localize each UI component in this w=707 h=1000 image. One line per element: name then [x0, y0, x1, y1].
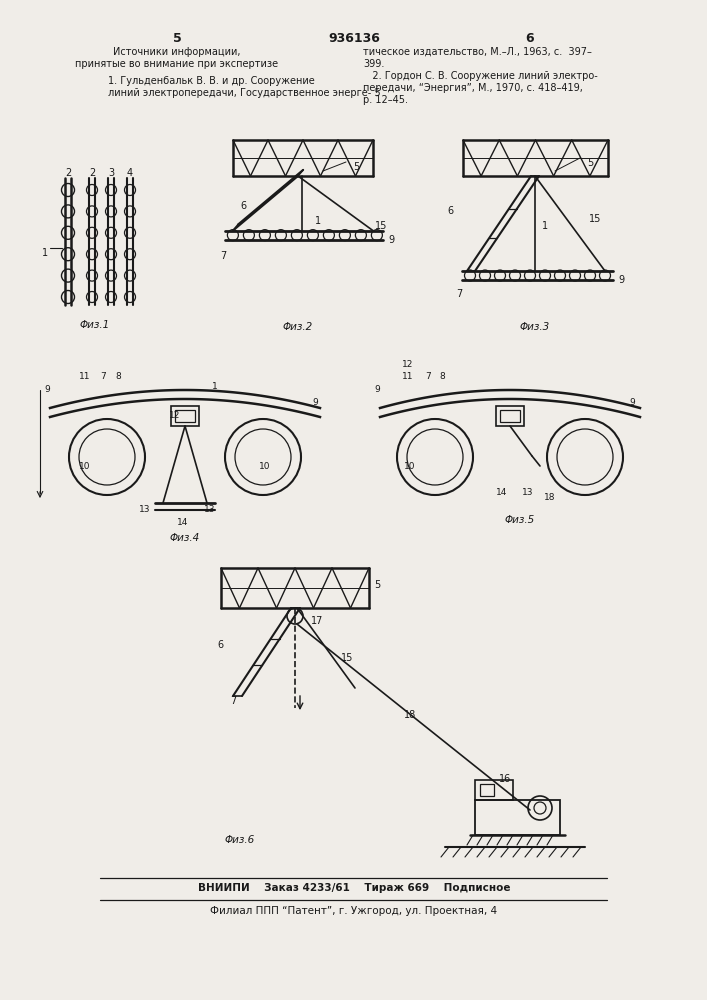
- Text: 15: 15: [375, 221, 387, 231]
- Bar: [496, 406, 524, 426]
- Text: 7: 7: [230, 696, 236, 706]
- Text: 16: 16: [499, 774, 511, 784]
- Text: 13: 13: [139, 505, 151, 514]
- Text: 11: 11: [79, 372, 90, 381]
- Bar: [175, 410, 195, 422]
- Text: Φиз.2: Φиз.2: [283, 322, 313, 332]
- Bar: [475, 800, 560, 835]
- Text: 12: 12: [169, 411, 181, 420]
- Text: 14: 14: [496, 488, 508, 497]
- Text: передачи, “Энергия”, М., 1970, с. 418–419,: передачи, “Энергия”, М., 1970, с. 418–41…: [363, 83, 583, 93]
- Text: 1: 1: [212, 382, 218, 391]
- Text: 3: 3: [108, 168, 114, 178]
- Bar: [171, 406, 199, 426]
- Bar: [500, 410, 520, 422]
- Text: 4: 4: [127, 168, 133, 178]
- Text: 10: 10: [79, 462, 90, 471]
- Text: 399.: 399.: [363, 59, 385, 69]
- Text: тическое издательство, М.–Л., 1963, с.  397–: тическое издательство, М.–Л., 1963, с. 3…: [363, 47, 592, 57]
- Text: 10: 10: [404, 462, 416, 471]
- Text: принятые во внимание при экспертизе: принятые во внимание при экспертизе: [76, 59, 279, 69]
- Text: 9: 9: [388, 235, 394, 245]
- Text: Φиз.5: Φиз.5: [505, 515, 535, 525]
- Text: 13: 13: [204, 505, 216, 514]
- Text: 12: 12: [402, 360, 414, 369]
- Text: 2. Гордон С. В. Сооружение линий электро-: 2. Гордон С. В. Сооружение линий электро…: [363, 71, 597, 81]
- Text: 7: 7: [220, 251, 226, 261]
- Text: 17: 17: [311, 616, 323, 626]
- Text: 9: 9: [312, 398, 318, 407]
- Text: Φиз.1: Φиз.1: [80, 320, 110, 330]
- Text: Источники информации,: Источники информации,: [113, 47, 241, 57]
- Text: 15: 15: [589, 214, 601, 224]
- Text: 18: 18: [544, 493, 556, 502]
- Text: 936136: 936136: [328, 32, 380, 45]
- Text: 2: 2: [65, 168, 71, 178]
- Text: 1. Гульденбальк В. В. и др. Сооружение: 1. Гульденбальк В. В. и др. Сооружение: [108, 76, 315, 86]
- Text: 9: 9: [618, 275, 624, 285]
- Text: 7: 7: [456, 289, 462, 299]
- Text: 7: 7: [100, 372, 106, 381]
- Text: 1: 1: [315, 216, 321, 226]
- Text: р. 12–45.: р. 12–45.: [363, 95, 408, 105]
- Text: 14: 14: [177, 518, 189, 527]
- Bar: [480, 784, 494, 796]
- Text: 10: 10: [259, 462, 271, 471]
- Text: 9: 9: [629, 398, 635, 407]
- Text: 1: 1: [42, 248, 48, 258]
- Text: 9: 9: [44, 385, 50, 394]
- Text: 2: 2: [89, 168, 95, 178]
- Text: 5: 5: [173, 32, 182, 45]
- Text: Филиал ППП “Патент”, г. Ужгород, ул. Проектная, 4: Филиал ППП “Патент”, г. Ужгород, ул. Про…: [211, 906, 498, 916]
- Text: 7: 7: [425, 372, 431, 381]
- Text: 6: 6: [217, 640, 223, 650]
- Text: 1: 1: [542, 221, 548, 231]
- Text: 9: 9: [374, 385, 380, 394]
- Text: 8: 8: [439, 372, 445, 381]
- Text: ВНИИПИ    Заказ 4233/61    Тираж 669    Подписное: ВНИИПИ Заказ 4233/61 Тираж 669 Подписное: [198, 883, 510, 893]
- Text: 5: 5: [587, 158, 593, 168]
- Text: линий электропередачи, Государственное энерге- 5: линий электропередачи, Государственное э…: [108, 88, 380, 98]
- Bar: [475, 780, 513, 800]
- Text: 6: 6: [447, 206, 453, 216]
- Text: Φиз.6: Φиз.6: [225, 835, 255, 845]
- Text: 18: 18: [404, 710, 416, 720]
- Text: 8: 8: [115, 372, 121, 381]
- Text: 11: 11: [402, 372, 414, 381]
- Text: Φиз.3: Φиз.3: [520, 322, 550, 332]
- Text: 6: 6: [526, 32, 534, 45]
- Text: 13: 13: [522, 488, 534, 497]
- Text: 15: 15: [341, 653, 354, 663]
- Text: 5: 5: [374, 580, 380, 590]
- Text: Φиз.4: Φиз.4: [170, 533, 200, 543]
- Text: 6: 6: [240, 201, 246, 211]
- Text: 5: 5: [353, 162, 359, 172]
